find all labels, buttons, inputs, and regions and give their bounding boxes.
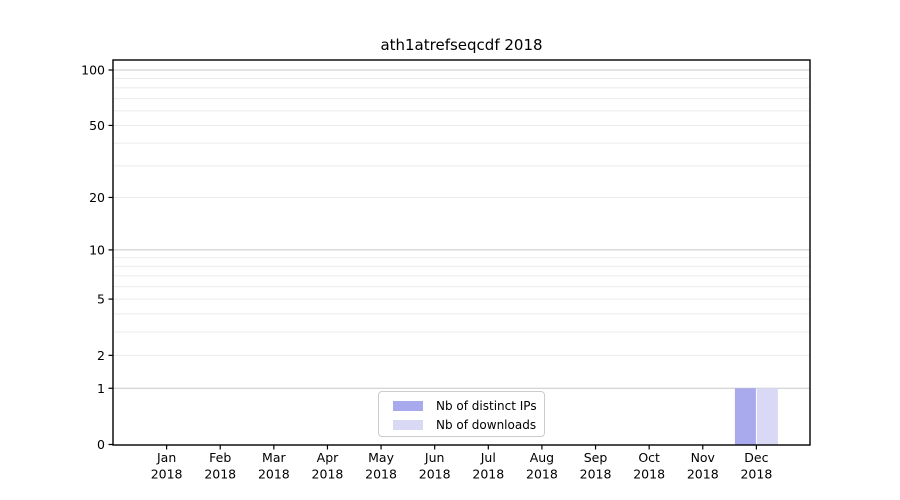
x-tick-label-month: Apr <box>317 450 339 465</box>
x-tick-label-month: Jan <box>156 450 176 465</box>
x-tick-label-year: 2018 <box>633 467 665 482</box>
legend-swatch-downloads <box>393 420 423 430</box>
tick-labels-group: 0 1 2 5 10 20 50 100 Jan 2018 Feb 2018 Mar 2018 Apr 201… <box>81 62 772 481</box>
bars-group <box>734 388 778 445</box>
x-tick-label-year: 2018 <box>580 467 612 482</box>
x-tick-label-month: Aug <box>530 450 554 465</box>
x-tick-label-year: 2018 <box>365 467 397 482</box>
y-tick-label: 20 <box>89 190 105 205</box>
y-tick-label: 1 <box>97 381 105 396</box>
bar-downloads-dec <box>756 388 778 445</box>
x-tick-label-year: 2018 <box>740 467 772 482</box>
x-tick-label-year: 2018 <box>204 467 236 482</box>
x-tick-label-month: Sep <box>584 450 608 465</box>
x-tick-label-year: 2018 <box>312 467 344 482</box>
x-tick-label-year: 2018 <box>472 467 504 482</box>
x-tick-label-month: Mar <box>262 450 286 465</box>
x-tick-label-month: Jul <box>480 450 496 465</box>
x-tick-label-year: 2018 <box>687 467 719 482</box>
x-tick-label-month: Oct <box>638 450 660 465</box>
legend-swatch-distinct-ips <box>393 401 423 411</box>
y-tick-label: 100 <box>81 62 105 77</box>
legend-label-downloads: Nb of downloads <box>436 418 537 432</box>
x-tick-label-month: Jun <box>424 450 445 465</box>
x-tick-label-month: Feb <box>209 450 231 465</box>
legend-item-downloads: Nb of downloads <box>393 416 544 434</box>
legend-label-distinct-ips: Nb of distinct IPs <box>436 399 537 413</box>
x-tick-label-year: 2018 <box>151 467 183 482</box>
legend-item-distinct-ips: Nb of distinct IPs <box>393 397 544 415</box>
y-tick-label: 50 <box>89 118 105 133</box>
gridlines-group <box>113 69 810 389</box>
x-tick-label-month: Dec <box>744 450 768 465</box>
y-tick-label: 0 <box>97 437 105 452</box>
x-tick-label-year: 2018 <box>258 467 290 482</box>
axes-group <box>108 59 811 450</box>
y-tick-label: 5 <box>97 292 105 307</box>
plot-border <box>112 59 811 446</box>
y-tick-label: 2 <box>97 348 105 363</box>
x-tick-label-year: 2018 <box>526 467 558 482</box>
x-tick-label-year: 2018 <box>419 467 451 482</box>
chart-legend: Nb of distinct IPs Nb of downloads <box>378 391 545 437</box>
bar-distinct-ips-dec <box>734 388 756 445</box>
x-tick-label-month: Nov <box>691 450 716 465</box>
chart-title: ath1atrefseqcdf 2018 <box>380 36 543 54</box>
x-tick-label-month: May <box>368 450 394 465</box>
y-tick-label: 10 <box>89 242 105 257</box>
